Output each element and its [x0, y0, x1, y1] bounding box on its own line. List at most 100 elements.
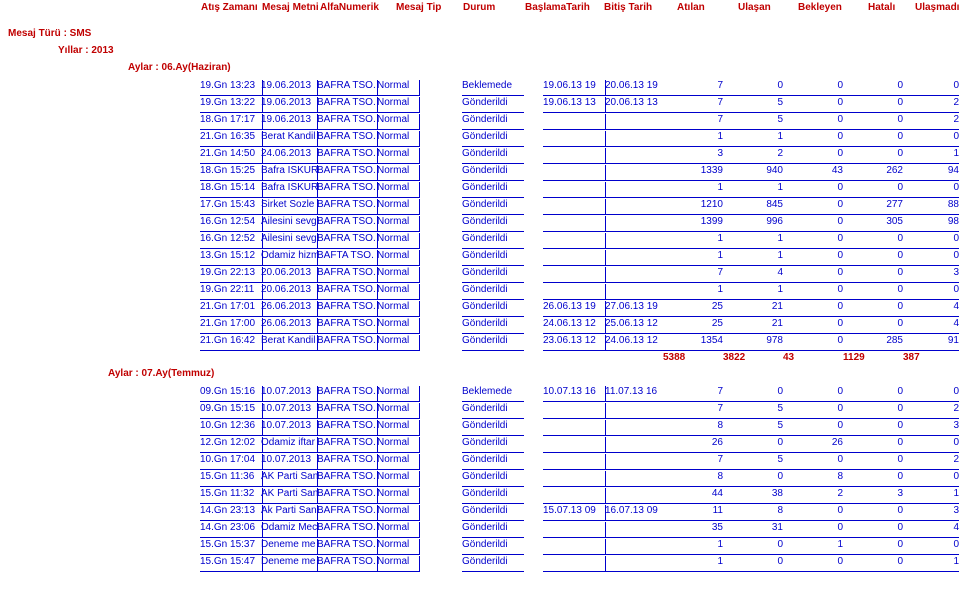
- cell-c1: 15.Gn 11:32: [200, 488, 263, 504]
- cell-c2: 19.06.2013: [261, 114, 318, 130]
- cell-c12: 2: [903, 97, 959, 113]
- cell-c7: [605, 403, 665, 419]
- cell-c9: 5: [723, 420, 783, 436]
- cell-c10: 0: [783, 233, 843, 249]
- cell-c2: 10.07.2013: [261, 403, 318, 419]
- cell-c4: Normal: [377, 488, 420, 504]
- cell-c4: Normal: [377, 454, 420, 470]
- header-c10: Bekleyen: [798, 2, 842, 13]
- cell-c9: 5: [723, 403, 783, 419]
- cell-c6: 24.06.13 12: [543, 318, 606, 334]
- cell-c8: 7: [663, 80, 723, 96]
- cell-c4: Normal: [377, 250, 420, 266]
- cell-c1: 09.Gn 15:16: [200, 386, 263, 402]
- cell-c4: Normal: [377, 301, 420, 317]
- cell-c4: Normal: [377, 114, 420, 130]
- cell-c4: Normal: [377, 556, 420, 572]
- cell-c10: 0: [783, 80, 843, 96]
- cell-c10: 0: [783, 97, 843, 113]
- table-row: 19.Gn 22:1120.06.2013BAFRA TSO.NormalGön…: [8, 283, 960, 300]
- cell-c12: 94: [903, 165, 959, 181]
- cell-c8: 1210: [663, 199, 723, 215]
- cell-c11: 0: [843, 522, 903, 538]
- cell-c11: 0: [843, 114, 903, 130]
- cell-c9: 845: [723, 199, 783, 215]
- cell-c8: 26: [663, 437, 723, 453]
- cell-c4: Normal: [377, 522, 420, 538]
- cell-c3: BAFRA TSO.: [317, 284, 378, 300]
- cell-c4: Normal: [377, 420, 420, 436]
- cell-c2: Odamiz hizm: [261, 250, 318, 266]
- cell-c4: Normal: [377, 216, 420, 232]
- cell-c2: Deneme me: [261, 539, 318, 555]
- cell-c5: Gönderildi: [462, 182, 524, 198]
- cell-c5: Gönderildi: [462, 216, 524, 232]
- cell-c12: 1: [903, 148, 959, 164]
- cell-c1: 14.Gn 23:13: [200, 505, 263, 521]
- cell-c7: 25.06.13 12: [605, 318, 665, 334]
- cell-c2: Odamiz iftar: [261, 437, 318, 453]
- cell-c5: Gönderildi: [462, 284, 524, 300]
- cell-c1: 21.Gn 17:00: [200, 318, 263, 334]
- cell-c7: [605, 420, 665, 436]
- table-row: 21.Gn 16:42Berat KandilBAFRA TSO.NormalG…: [8, 334, 960, 351]
- cell-c11: 0: [843, 556, 903, 572]
- total-c9: 3822: [723, 352, 783, 363]
- table-row: 12.Gn 12:02Odamiz iftarBAFRA TSO.NormalG…: [8, 436, 960, 453]
- cell-c6: [543, 522, 606, 538]
- cell-c12: 3: [903, 267, 959, 283]
- cell-c11: 0: [843, 267, 903, 283]
- cell-c2: Berat Kandil: [261, 131, 318, 147]
- cell-c12: 3: [903, 505, 959, 521]
- cell-c4: Normal: [377, 182, 420, 198]
- cell-c10: 2: [783, 488, 843, 504]
- cell-c8: 7: [663, 267, 723, 283]
- cell-c5: Gönderildi: [462, 522, 524, 538]
- cell-c8: 1: [663, 539, 723, 555]
- cell-c7: [605, 522, 665, 538]
- cell-c8: 7: [663, 454, 723, 470]
- cell-c1: 21.Gn 16:35: [200, 131, 263, 147]
- cell-c5: Gönderildi: [462, 301, 524, 317]
- header-c9: Ulaşan: [738, 2, 771, 13]
- cell-c11: 0: [843, 386, 903, 402]
- cell-c7: [605, 437, 665, 453]
- cell-c9: 0: [723, 437, 783, 453]
- cell-c11: 277: [843, 199, 903, 215]
- cell-c12: 0: [903, 437, 959, 453]
- cell-c7: 20.06.13 19: [605, 80, 665, 96]
- cell-c10: 43: [783, 165, 843, 181]
- cell-c3: BAFRA TSO.: [317, 233, 378, 249]
- cell-c9: 1: [723, 131, 783, 147]
- cell-c10: 0: [783, 318, 843, 334]
- totals-haziran: 53883822431129387: [8, 351, 960, 368]
- cell-c2: 10.07.2013: [261, 386, 318, 402]
- cell-c7: 16.07.13 09: [605, 505, 665, 521]
- cell-c6: 19.06.13 19: [543, 80, 606, 96]
- cell-c4: Normal: [377, 267, 420, 283]
- cell-c4: Normal: [377, 386, 420, 402]
- cell-c9: 1: [723, 250, 783, 266]
- table-row: 21.Gn 17:0026.06.2013BAFRA TSO.NormalGön…: [8, 317, 960, 334]
- cell-c12: 0: [903, 80, 959, 96]
- cell-c1: 10.Gn 17:04: [200, 454, 263, 470]
- cell-c11: 0: [843, 250, 903, 266]
- cell-c9: 0: [723, 556, 783, 572]
- cell-c9: 5: [723, 97, 783, 113]
- cell-c12: 3: [903, 420, 959, 436]
- cell-c7: 20.06.13 13: [605, 97, 665, 113]
- cell-c3: BAFRA TSO.: [317, 199, 378, 215]
- cell-c1: 18.Gn 15:25: [200, 165, 263, 181]
- cell-c11: 0: [843, 505, 903, 521]
- cell-c9: 0: [723, 80, 783, 96]
- cell-c6: [543, 403, 606, 419]
- cell-c7: [605, 539, 665, 555]
- cell-c5: Gönderildi: [462, 420, 524, 436]
- cell-c3: BAFRA TSO.: [317, 182, 378, 198]
- table-row: 19.Gn 13:2219.06.2013BAFRA TSO.NormalGön…: [8, 96, 960, 113]
- cell-c9: 4: [723, 267, 783, 283]
- cell-c1: 14.Gn 23:06: [200, 522, 263, 538]
- cell-c6: [543, 539, 606, 555]
- cell-c7: [605, 250, 665, 266]
- cell-c11: 0: [843, 301, 903, 317]
